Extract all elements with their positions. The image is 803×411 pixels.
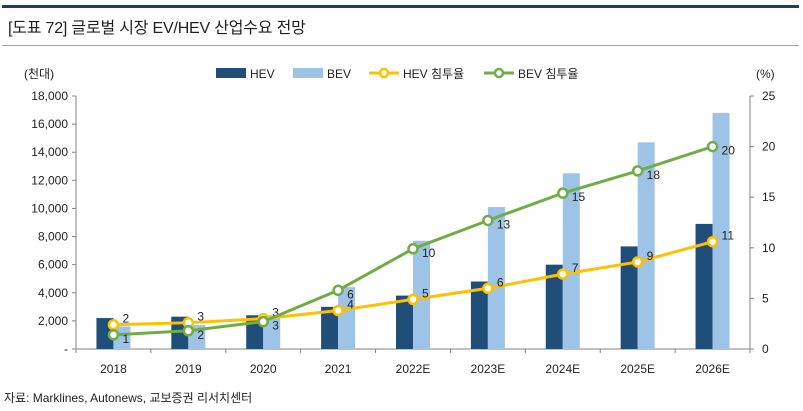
bev-bar [637, 142, 655, 349]
hev-rate-point [557, 268, 569, 280]
y-right-tick-label: 0 [762, 342, 769, 356]
bev-rate-point [706, 140, 719, 153]
hev-bar [545, 264, 563, 349]
bev-rate-point [631, 165, 644, 177]
bev-rate-point [407, 243, 419, 255]
hev-rate-data-label: 3 [272, 306, 279, 320]
hev-rate-data-label: 7 [572, 261, 579, 275]
bev-rate-data-label: 3 [272, 319, 279, 333]
x-tick-label: 2020 [250, 362, 277, 376]
y-left-tick-label: 6,000 [38, 258, 68, 272]
y-left-tick-label: 12,000 [31, 173, 68, 187]
hev-rate-data-label: 11 [722, 229, 735, 243]
legend-hev-rate-label: HEV 침투율 [403, 67, 464, 81]
y-left-tick-label: 16,000 [31, 117, 68, 131]
x-tick-label: 2024E [545, 362, 580, 376]
x-tick-label: 2023E [471, 362, 506, 376]
legend-bev-label: BEV [327, 67, 351, 81]
top-rule [2, 5, 799, 8]
y-left-tick-label: 18,000 [31, 89, 68, 103]
x-tick-label: 2026E [695, 362, 730, 376]
hev-rate-data-label: 4 [347, 298, 354, 312]
bev-rate-point [107, 329, 120, 341]
hev-rate-data-label: 5 [422, 286, 429, 300]
bev-rate-data-label: 6 [347, 287, 354, 301]
y-left-tick-label: - [64, 342, 68, 356]
hev-bar [470, 281, 488, 349]
x-tick-label: 2021 [325, 362, 352, 376]
hev-rate-data-label: 3 [197, 310, 204, 324]
y-right-tick-label: 25 [762, 89, 776, 103]
legend-bev-rate-marker [493, 67, 505, 79]
hev-bar [321, 306, 339, 349]
hev-rate-point [407, 293, 419, 306]
hev-bar [396, 295, 413, 349]
legend-hev-label: HEV [250, 67, 275, 81]
bev-rate-data-label: 10 [422, 246, 436, 260]
hev-bar [620, 246, 638, 349]
hev-rate-point [107, 318, 120, 331]
hev-rate-data-label: 9 [647, 249, 654, 263]
hev-bar [695, 223, 713, 349]
hev-rate-point [482, 282, 494, 295]
y-right-tick-label: 10 [762, 241, 776, 255]
y-left-tick-label: 2,000 [38, 314, 68, 328]
source-note: 자료: Marklines, Autonews, 교보증권 리서치센터 [4, 391, 253, 405]
bev-bar [487, 207, 505, 349]
y-right-tick-label: 20 [762, 140, 776, 154]
hev-rate-data-label: 2 [122, 312, 129, 326]
x-tick-label: 2025E [620, 362, 655, 376]
x-tick-label: 2019 [175, 362, 202, 376]
bev-bar [712, 112, 730, 349]
legend-bev-rate-label: BEV 침투율 [518, 67, 578, 81]
bev-rate-point [182, 325, 195, 337]
y-left-unit: (천대) [24, 66, 54, 81]
bev-rate-data-label: 2 [197, 328, 204, 342]
chart-bars [96, 112, 730, 349]
bev-rate-point [557, 187, 569, 199]
bev-rate-data-label: 18 [647, 168, 661, 182]
hev-rate-point [631, 256, 644, 268]
title-rule [2, 45, 799, 46]
bev-rate-data-label: 20 [722, 144, 736, 158]
bev-rate-point [332, 284, 344, 297]
legend-bev-swatch [293, 68, 323, 78]
x-tick-label: 2022E [396, 362, 431, 376]
y-right-unit: (%) [756, 67, 775, 81]
y-left-tick-label: 14,000 [31, 145, 68, 159]
y-left-tick-label: 10,000 [31, 201, 68, 215]
figure-title: [도표 72] 글로벌 시장 EV/HEV 산업수요 전망 [8, 20, 306, 37]
y-left-tick-label: 8,000 [38, 230, 68, 244]
bev-bar [338, 287, 356, 349]
bev-rate-data-label: 15 [572, 190, 586, 204]
chart-legend: HEV BEV HEV 침투율 BEV 침투율 [216, 67, 578, 81]
legend-hev-rate-marker [378, 67, 390, 79]
hev-rate-data-label: 6 [497, 275, 504, 289]
y-right-tick-label: 15 [762, 190, 776, 204]
bev-rate-data-label: 13 [497, 217, 511, 231]
hev-rate-point [706, 235, 719, 248]
y-right-tick-label: 5 [762, 291, 769, 305]
bev-bar [413, 240, 430, 349]
bev-bar [562, 173, 580, 349]
legend-hev-swatch [216, 68, 246, 78]
x-tick-label: 2018 [100, 362, 127, 376]
chart-axes: - 2,000 4,000 6,000 8,000 10,000 12,000 14,000 1… [24, 66, 776, 376]
y-left-tick-label: 4,000 [38, 286, 68, 300]
bev-rate-data-label: 1 [122, 332, 129, 346]
bev-rate-point [482, 214, 494, 227]
hev-rate-point [332, 304, 344, 317]
bev-rate-point [257, 315, 269, 328]
